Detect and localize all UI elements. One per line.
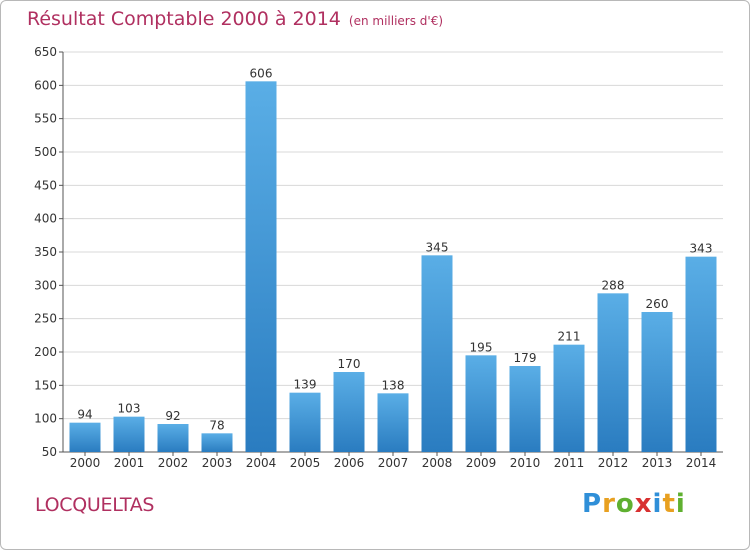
bar-value-label: 179: [514, 351, 537, 365]
y-tick-label: 600: [34, 78, 57, 92]
x-tick-label: 2012: [598, 456, 629, 470]
bar-value-label: 103: [118, 402, 141, 416]
x-tick-labels: 2000 2001 2002 2003 2004 2005 2006 2007 2008 2009…: [70, 452, 717, 470]
bar: [509, 366, 541, 452]
commune-name: LOCQUELTAS: [35, 494, 155, 516]
y-tick-label: 500: [34, 145, 57, 159]
bar-value-label: 78: [209, 418, 224, 432]
y-tick-label: 100: [34, 412, 57, 426]
data-labels: 94 103 92 78 606 139 170 138 345 195 179 211 288 260 3…: [77, 66, 712, 432]
bar: [289, 392, 321, 452]
bar: [421, 255, 453, 452]
y-tick-label: 450: [34, 178, 57, 192]
y-tick-label: 50: [42, 445, 57, 459]
bar-value-label: 138: [382, 378, 405, 392]
x-tick-label: 2009: [466, 456, 497, 470]
bar-value-label: 288: [602, 278, 625, 292]
x-tick-label: 2013: [642, 456, 673, 470]
y-tick-label: 150: [34, 378, 57, 392]
y-tick-label: 350: [34, 245, 57, 259]
x-tick-label: 2000: [70, 456, 101, 470]
chart-subtitle: (en milliers d'€): [348, 14, 444, 28]
y-tick-label: 250: [34, 312, 57, 326]
y-tick-label: 300: [34, 278, 57, 292]
x-tick-label: 2008: [422, 456, 453, 470]
x-tick-label: 2006: [334, 456, 365, 470]
logo-letter: t: [662, 489, 676, 519]
bar-value-label: 139: [294, 378, 317, 392]
logo-letter: o: [615, 489, 635, 519]
y-tick-label: 650: [34, 45, 57, 59]
y-tick-label: 550: [34, 112, 57, 126]
bar: [597, 293, 629, 452]
bar: [333, 372, 365, 452]
bars: [69, 81, 717, 452]
bar: [553, 344, 585, 452]
bar-value-label: 170: [338, 357, 361, 371]
chart-title-text: Résultat Comptable 2000 à 2014: [27, 8, 341, 30]
x-tick-label: 2002: [158, 456, 189, 470]
bar-value-label: 606: [250, 66, 273, 80]
x-tick-label: 2011: [554, 456, 585, 470]
bar-value-label: 92: [165, 409, 180, 423]
chart-title: Résultat Comptable 2000 à 2014 (en millie…: [27, 8, 443, 30]
x-tick-label: 2014: [686, 456, 717, 470]
bar: [377, 393, 409, 452]
x-tick-label: 2001: [114, 456, 145, 470]
y-tick-label: 400: [34, 212, 57, 226]
x-tick-label: 2005: [290, 456, 321, 470]
x-tick-label: 2003: [202, 456, 233, 470]
logo-letter: i: [675, 489, 686, 519]
bar: [641, 312, 673, 452]
logo-letter: i: [652, 489, 663, 519]
x-tick-label: 2004: [246, 456, 277, 470]
bar-value-label: 211: [558, 330, 581, 344]
bar-value-label: 343: [690, 242, 713, 256]
bar-value-label: 345: [426, 240, 449, 254]
bar: [113, 416, 145, 452]
y-tick-labels: 50 100 150 200 250 300 350 400 450 500 550 600 650: [34, 45, 63, 459]
bar-value-label: 260: [646, 297, 669, 311]
bar-value-label: 195: [470, 340, 493, 354]
bar: [465, 355, 497, 452]
bar: [157, 424, 189, 452]
proxiti-logo[interactable]: Proxiti: [582, 489, 686, 519]
bar: [245, 81, 277, 452]
bar: [69, 422, 101, 452]
y-tick-label: 200: [34, 345, 57, 359]
logo-letter: r: [602, 489, 616, 519]
bar: [685, 256, 717, 452]
x-tick-label: 2010: [510, 456, 541, 470]
bar: [201, 433, 233, 452]
logo-letter: P: [582, 489, 603, 519]
logo-letter: x: [634, 489, 653, 519]
x-tick-label: 2007: [378, 456, 409, 470]
bar-value-label: 94: [77, 408, 92, 422]
